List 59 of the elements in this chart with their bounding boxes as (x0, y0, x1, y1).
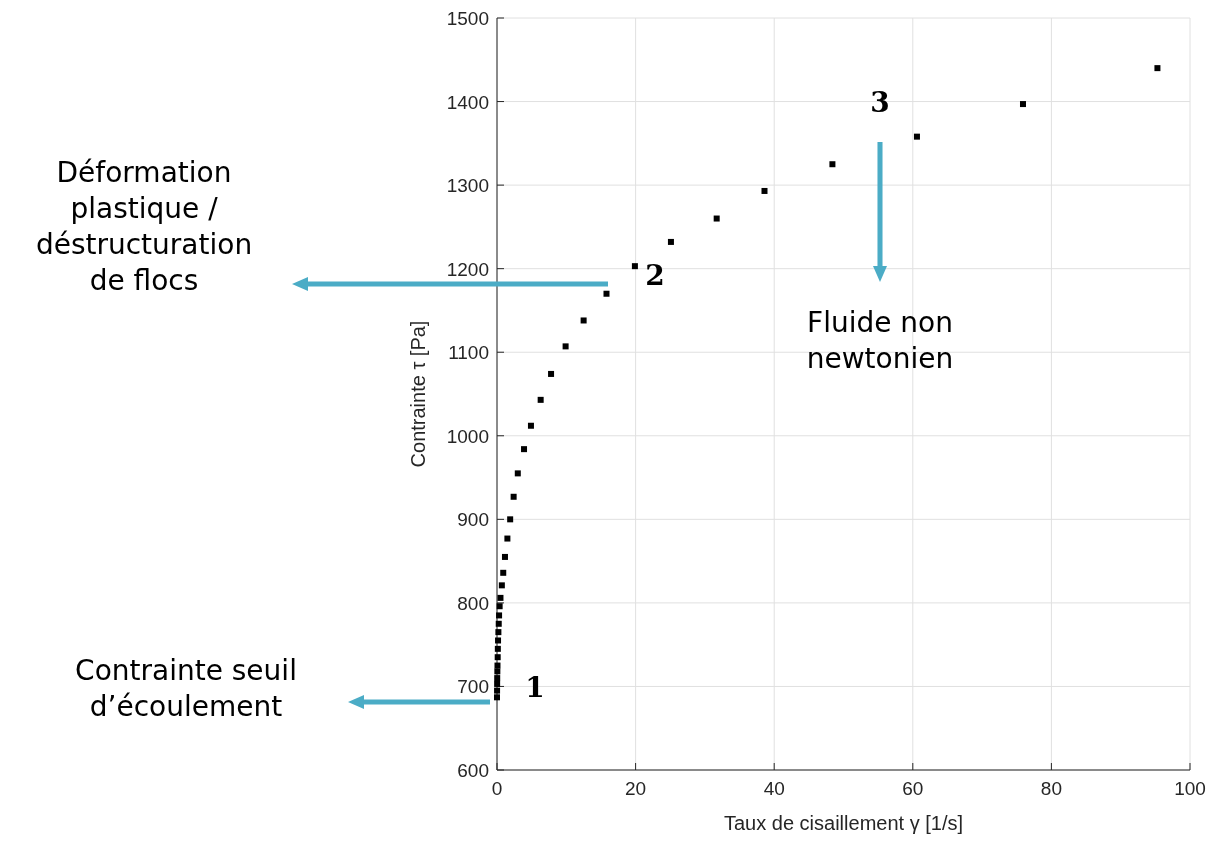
y-tick-label: 800 (457, 592, 489, 614)
point (761, 187, 768, 194)
point (913, 133, 920, 140)
point (501, 553, 508, 560)
annotation: 1 (525, 671, 545, 704)
x-axis-title: Taux de cisaillement γ [1/s] (724, 812, 963, 834)
point (494, 662, 501, 669)
point (495, 629, 502, 636)
y-tick-label: 600 (457, 760, 489, 781)
point (527, 422, 534, 429)
y-tick-label: 1400 (446, 91, 489, 113)
y-tick-label: 1300 (446, 175, 489, 197)
point (500, 569, 507, 576)
x-tick-label: 80 (1040, 778, 1062, 799)
text: Déformation plastique / déstructuration de flocs (35, 156, 253, 297)
point (1019, 101, 1026, 108)
y-tick-label: 1100 (448, 342, 489, 364)
annotation: 2 (645, 259, 665, 292)
point (514, 470, 521, 477)
point (580, 317, 587, 324)
x-tick-label: 40 (763, 778, 785, 799)
annotation: Fluide non newtonien (806, 306, 954, 375)
y-tick-label: 1500 (446, 8, 489, 29)
annotation: 3 (870, 86, 890, 119)
point (494, 675, 501, 682)
y-tick-label: 700 (457, 676, 489, 698)
y-tick-label: 900 (457, 509, 489, 531)
point (521, 446, 528, 453)
point (829, 161, 836, 168)
text: Contrainte seuil d’écoulement (75, 654, 297, 723)
point (713, 215, 720, 222)
point (562, 343, 569, 350)
x-tick-label: 60 (902, 778, 924, 799)
point (507, 516, 514, 523)
point (494, 654, 501, 661)
point (496, 603, 503, 610)
x-tick-label: 0 (491, 778, 503, 799)
point (495, 620, 502, 627)
point (494, 680, 501, 687)
point (494, 694, 500, 701)
y-axis-title: Contrainte τ [Pa] (407, 320, 429, 468)
x-tick-label: 20 (625, 778, 647, 799)
point (1154, 65, 1161, 72)
y-tick-label: 1200 (446, 258, 489, 280)
point (631, 263, 638, 270)
point (494, 687, 501, 694)
point (548, 370, 555, 377)
point (498, 582, 505, 589)
y-tick-label: 1000 (446, 425, 489, 447)
point (496, 612, 503, 619)
point (510, 493, 517, 500)
point (667, 238, 674, 245)
point (537, 396, 544, 403)
point (504, 535, 511, 542)
point (603, 290, 610, 297)
point (494, 645, 501, 652)
x-tick-label: 100 (1174, 778, 1206, 799)
point (497, 594, 504, 601)
point (495, 637, 502, 644)
